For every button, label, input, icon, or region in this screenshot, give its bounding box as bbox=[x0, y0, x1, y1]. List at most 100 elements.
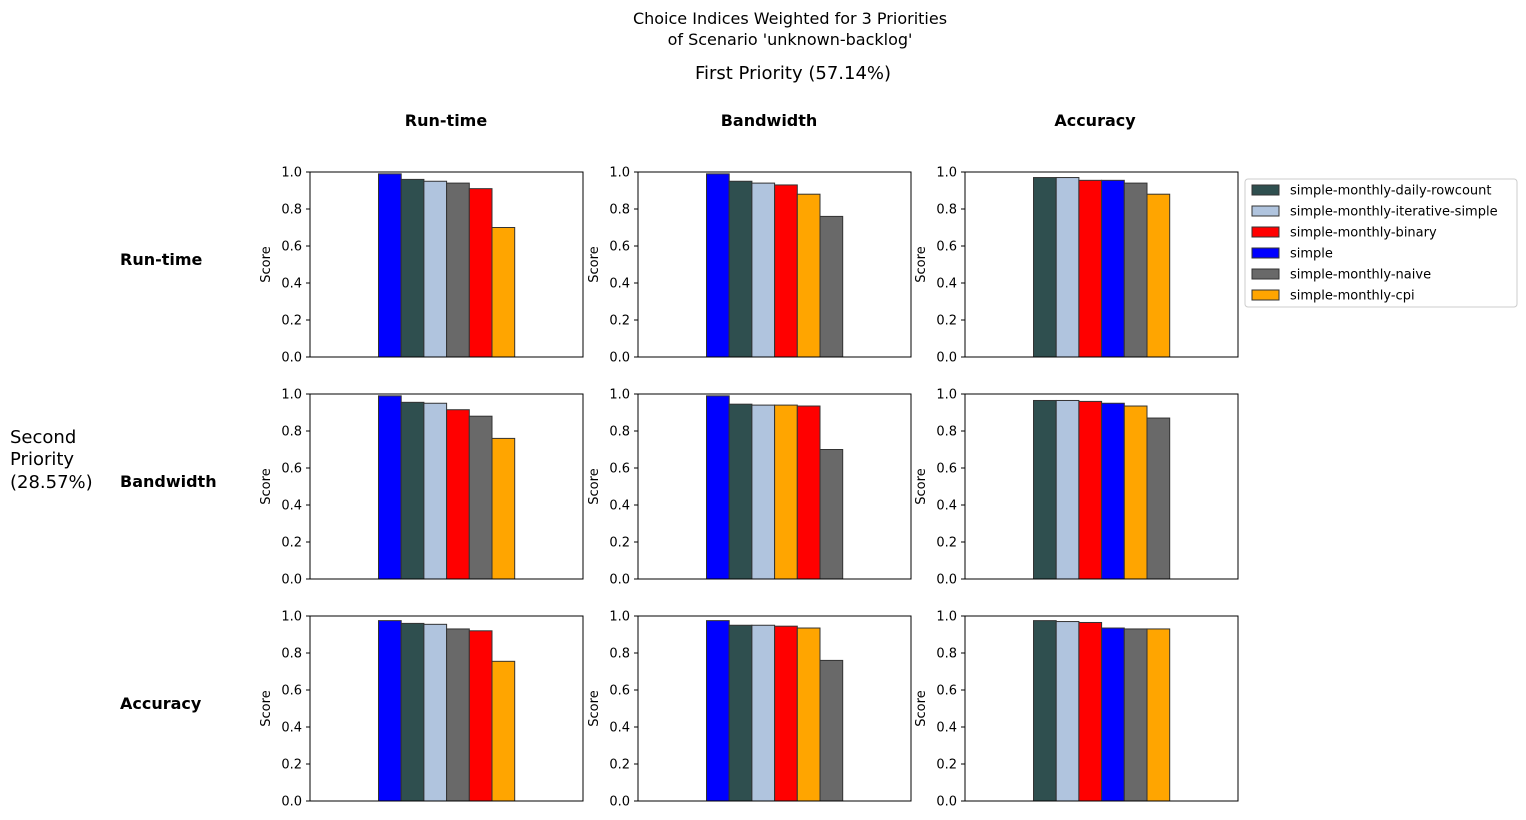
y-tick-label: 1.0 bbox=[281, 388, 302, 403]
bar-simple-monthly-iterative-simple bbox=[423, 623, 448, 802]
bar-simple-monthly-cpi bbox=[1146, 628, 1171, 802]
bar-simple-monthly-naive bbox=[819, 659, 844, 802]
bar-simple bbox=[706, 620, 730, 802]
y-tick-label: 0.6 bbox=[609, 684, 630, 699]
axes-frame bbox=[637, 171, 912, 358]
bar-simple-monthly-naive bbox=[1123, 628, 1148, 802]
panel-bandwidth-accuracy: 0.0 0.2 0.4 0.6 0.8 1.0 Score bbox=[914, 388, 1239, 588]
bar-simple bbox=[378, 620, 402, 802]
bar-simple-monthly-iterative-simple bbox=[1055, 177, 1080, 358]
bar-simple bbox=[706, 395, 730, 580]
bar-simple-monthly-cpi bbox=[796, 627, 821, 802]
y-tick-label: 0.6 bbox=[609, 240, 630, 255]
bar-simple-monthly-binary bbox=[468, 188, 493, 358]
legend-swatch bbox=[1251, 289, 1280, 301]
bar-simple-monthly-cpi bbox=[1123, 405, 1148, 580]
figure-title-line2: of Scenario 'unknown-backlog' bbox=[668, 30, 913, 49]
y-tick-label: 0.8 bbox=[609, 203, 630, 218]
y-tick-label: 0.0 bbox=[936, 351, 957, 366]
bar-simple-monthly-cpi bbox=[796, 193, 821, 358]
figure-title-line1: Choice Indices Weighted for 3 Priorities bbox=[633, 9, 947, 28]
bar-simple-monthly-binary bbox=[1078, 179, 1103, 358]
bar-simple-monthly-binary bbox=[774, 184, 798, 358]
y-tick-label: 0.4 bbox=[609, 721, 630, 736]
y-tick-label: 0.2 bbox=[936, 314, 957, 329]
legend-label: simple-monthly-daily-rowcount bbox=[1290, 184, 1491, 199]
y-tick-label: 0.8 bbox=[281, 425, 302, 440]
y-tick-label: 0.8 bbox=[609, 425, 630, 440]
y-tick-label: 1.0 bbox=[936, 610, 957, 625]
y-axis-label: Score bbox=[587, 468, 602, 504]
bar-simple bbox=[706, 173, 730, 358]
y-tick-label: 0.4 bbox=[609, 277, 630, 292]
panel-accuracy-bandwidth: 0.0 0.2 0.4 0.6 0.8 1.0 Score bbox=[587, 610, 912, 810]
y-tick-label: 0.2 bbox=[936, 536, 957, 551]
column-header-run-time: Run-time bbox=[405, 111, 488, 130]
legend-label: simple-monthly-iterative-simple bbox=[1290, 205, 1498, 220]
y-tick-label: 0.0 bbox=[281, 351, 302, 366]
y-tick-label: 0.0 bbox=[281, 795, 302, 810]
second-priority-line3: (28.57%) bbox=[10, 472, 93, 493]
y-tick-label: 0.2 bbox=[609, 314, 630, 329]
row-header-accuracy: Accuracy bbox=[120, 694, 202, 713]
bar-simple-monthly-iterative-simple bbox=[751, 624, 776, 802]
y-tick-label: 1.0 bbox=[936, 166, 957, 181]
legend-label: simple bbox=[1290, 247, 1333, 262]
y-tick-label: 0.0 bbox=[936, 795, 957, 810]
legend-swatch bbox=[1251, 205, 1280, 217]
y-tick-label: 0.4 bbox=[281, 499, 302, 514]
y-axis-label: Score bbox=[259, 246, 274, 282]
bar-simple-monthly-cpi bbox=[491, 437, 516, 580]
bar-simple-monthly-daily-rowcount bbox=[400, 622, 425, 802]
bar-simple-monthly-daily-rowcount bbox=[728, 624, 753, 802]
bar-simple-monthly-daily-rowcount bbox=[1033, 177, 1057, 358]
y-tick-label: 1.0 bbox=[609, 166, 630, 181]
y-tick-label: 0.8 bbox=[281, 203, 302, 218]
y-tick-label: 0.4 bbox=[281, 277, 302, 292]
y-tick-label: 0.6 bbox=[281, 240, 302, 255]
y-tick-label: 0.6 bbox=[281, 684, 302, 699]
y-tick-label: 0.0 bbox=[609, 351, 630, 366]
y-tick-label: 0.2 bbox=[281, 758, 302, 773]
bar-simple bbox=[378, 395, 402, 580]
bar-simple-monthly-binary bbox=[468, 630, 493, 802]
y-tick-label: 1.0 bbox=[281, 610, 302, 625]
bar-simple-monthly-iterative-simple bbox=[423, 180, 448, 358]
y-tick-label: 0.8 bbox=[936, 647, 957, 662]
y-axis-label: Score bbox=[259, 690, 274, 726]
y-tick-label: 0.2 bbox=[281, 536, 302, 551]
y-tick-label: 1.0 bbox=[609, 388, 630, 403]
panel-bandwidth-bandwidth: 0.0 0.2 0.4 0.6 0.8 1.0 Score bbox=[587, 388, 912, 588]
y-tick-label: 1.0 bbox=[281, 166, 302, 181]
legend-swatch bbox=[1251, 226, 1280, 238]
bar-simple-monthly-cpi bbox=[491, 660, 516, 802]
legend: simple-monthly-daily-rowcount simple-mont… bbox=[1244, 178, 1518, 308]
bar-simple-monthly-naive bbox=[446, 628, 470, 802]
bar-simple-monthly-naive bbox=[446, 182, 470, 358]
y-axis-label: Score bbox=[587, 690, 602, 726]
axes-frame bbox=[637, 393, 912, 580]
y-tick-label: 0.6 bbox=[281, 462, 302, 477]
y-tick-label: 0.2 bbox=[281, 314, 302, 329]
bar-simple-monthly-naive bbox=[819, 449, 844, 580]
bar-simple-monthly-naive bbox=[1146, 417, 1171, 580]
bar-simple-monthly-daily-rowcount bbox=[400, 401, 425, 580]
y-tick-label: 1.0 bbox=[609, 610, 630, 625]
bar-simple bbox=[1101, 402, 1125, 580]
legend-label: simple-monthly-naive bbox=[1290, 268, 1431, 283]
panel-run-time-accuracy: 0.0 0.2 0.4 0.6 0.8 1.0 Score bbox=[914, 166, 1239, 366]
bar-simple-monthly-binary bbox=[796, 405, 821, 580]
legend-swatch bbox=[1251, 268, 1280, 280]
y-tick-label: 0.4 bbox=[281, 721, 302, 736]
legend-label: simple-monthly-binary bbox=[1290, 226, 1437, 241]
y-tick-label: 0.0 bbox=[609, 573, 630, 588]
y-tick-label: 0.6 bbox=[936, 240, 957, 255]
bar-simple-monthly-iterative-simple bbox=[423, 402, 448, 580]
column-header-bandwidth: Bandwidth bbox=[721, 111, 818, 130]
bar-simple-monthly-iterative-simple bbox=[1055, 399, 1080, 580]
y-axis-label: Score bbox=[914, 246, 929, 282]
y-tick-label: 0.6 bbox=[609, 462, 630, 477]
y-tick-label: 0.8 bbox=[609, 647, 630, 662]
panel-bandwidth-run-time: 0.0 0.2 0.4 0.6 0.8 1.0 Score bbox=[259, 388, 584, 588]
bar-simple-monthly-naive bbox=[819, 215, 844, 358]
